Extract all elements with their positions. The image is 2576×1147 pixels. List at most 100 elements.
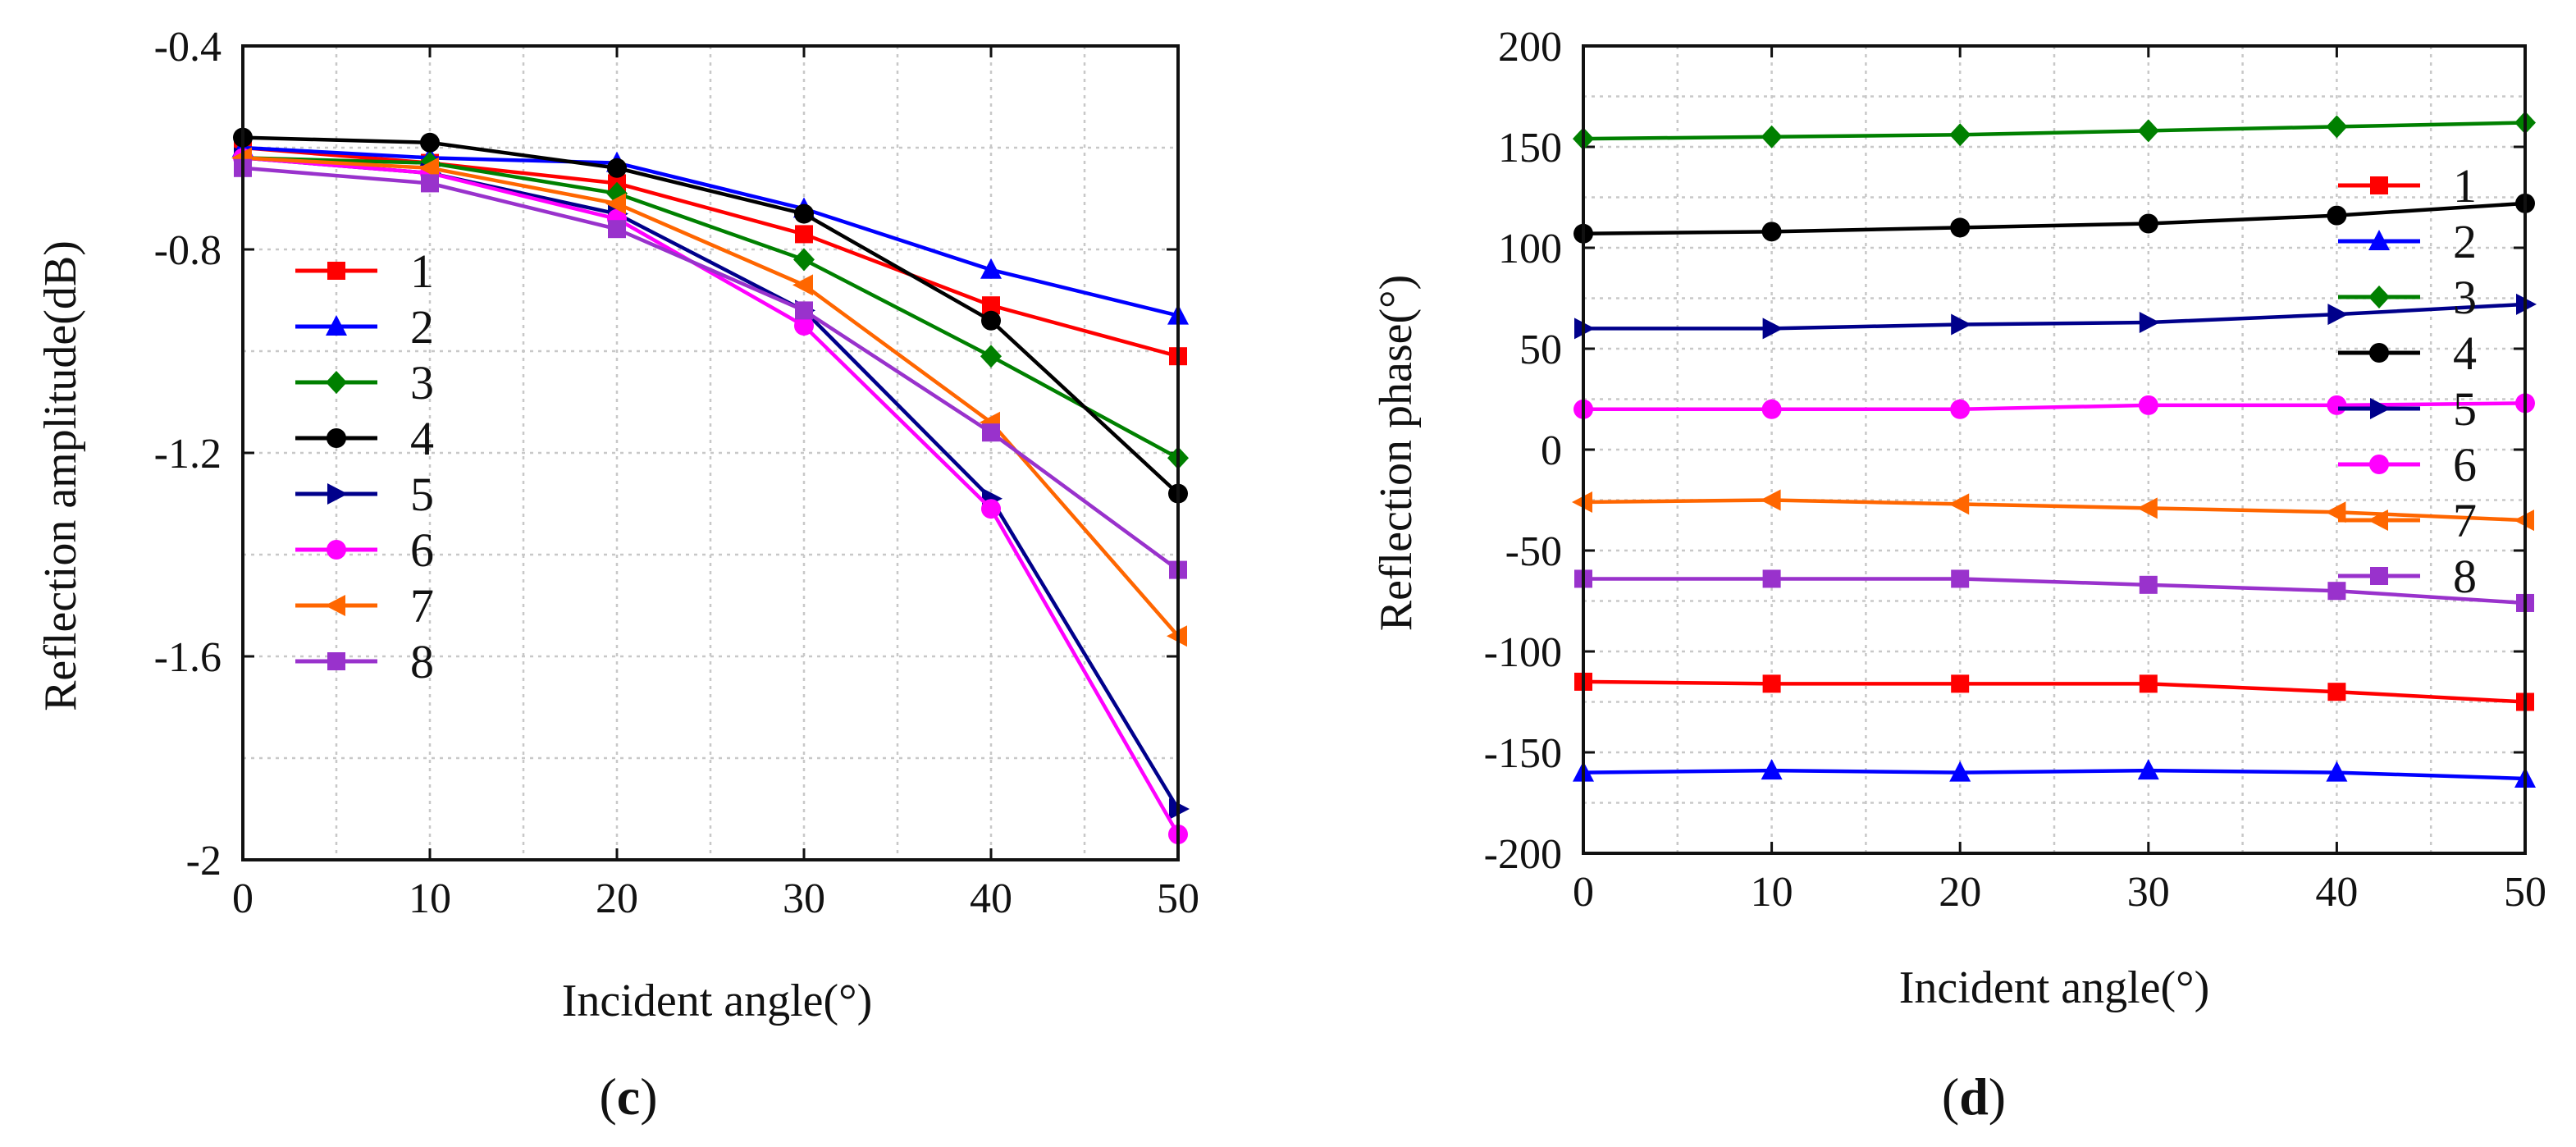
- chart-c-ytick-label: -2: [186, 838, 222, 884]
- chart-d-series-6: [1573, 393, 2535, 419]
- chart-d-series-4: [1573, 193, 2535, 244]
- chart-d-series-7: [1572, 489, 2534, 532]
- chart-c-series-line-6: [242, 156, 1180, 836]
- chart-c-point-8-20: [608, 220, 626, 239]
- chart-d-point-2-20: [1949, 761, 1971, 782]
- chart-d-series-line-3: [1583, 121, 2526, 141]
- chart-c-legend-item-8: 8: [295, 635, 434, 688]
- chart-d-legend-label-4: 4: [2453, 327, 2477, 380]
- chart-d-point-8-10: [1762, 569, 1781, 588]
- chart-d-series-line-4: [1583, 201, 2526, 236]
- chart-c-legend-marker-6: [327, 540, 346, 560]
- chart-d-point-7-30: [2136, 497, 2158, 519]
- chart-d-plot-area: 0 10 20 30 40 50 -200 -150 -100 -50 0 50 100 150 200 12…: [1484, 24, 2546, 916]
- chart-c-legend-item-4: 4: [295, 412, 434, 465]
- chart-d-legend-item-6: 6: [2338, 438, 2477, 491]
- chart-d-point-4-10: [1761, 222, 1782, 242]
- chart-c-legend-item-1: 1: [295, 244, 434, 298]
- chart-d-point-3-10: [1761, 125, 1783, 149]
- chart-d-point-5-40: [2327, 304, 2349, 326]
- chart-d-xlabel: Incident angle(°): [1899, 962, 2209, 1013]
- chart-d-point-7-40: [2325, 501, 2346, 523]
- chart-d-series-line-2: [1583, 768, 2526, 781]
- chart-c-xtick-label: 20: [596, 875, 638, 922]
- chart-d-series-1: [1574, 672, 2534, 711]
- chart-c-legend-marker-8: [327, 652, 345, 670]
- chart-c-legend-label-6: 6: [410, 523, 434, 577]
- chart-d-series-3: [1573, 111, 2536, 151]
- chart-c-ylabel: Reflection amplitude(dB): [35, 240, 86, 711]
- chart-c-series-line-2: [242, 145, 1179, 318]
- chart-c-ytick-label: -0.4: [154, 24, 222, 71]
- chart-d-point-1-20: [1951, 674, 1970, 693]
- chart-panel-d: 0 10 20 30 40 50 -200 -150 -100 -50 0 50 100 150 200 12…: [1371, 24, 2546, 1126]
- chart-c-ytick-label: -0.8: [154, 227, 222, 274]
- chart-d-ytick-label: 150: [1498, 125, 1562, 171]
- chart-c-legend-item-3: 3: [295, 356, 434, 409]
- chart-d-legend-label-5: 5: [2453, 382, 2477, 436]
- chart-d-point-6-40: [2327, 395, 2347, 415]
- chart-d-point-4-40: [2327, 205, 2347, 226]
- chart-d-xtick-label: 20: [1939, 869, 1981, 916]
- chart-d-point-2-40: [2326, 761, 2348, 782]
- chart-c-series-line-7: [242, 156, 1180, 637]
- chart-d-point-4-20: [1950, 217, 1971, 238]
- chart-c-caption: (c): [599, 1067, 657, 1126]
- chart-c-ytick-label: -1.6: [154, 634, 222, 681]
- chart-c-point-7-30: [792, 274, 813, 296]
- chart-d-ytick-label: 50: [1519, 327, 1562, 373]
- chart-c-legend-label-8: 8: [410, 635, 434, 688]
- chart-d-point-1-10: [1762, 674, 1781, 693]
- chart-c-point-8-30: [795, 301, 813, 320]
- chart-d-xtick-label: 40: [2315, 869, 2358, 916]
- chart-c-xtick-label: 40: [970, 875, 1012, 922]
- chart-d-legend-label-6: 6: [2453, 438, 2477, 491]
- chart-d-point-3-30: [2137, 119, 2159, 143]
- chart-c-legend-label-3: 3: [410, 356, 434, 409]
- chart-d-legend-marker-4: [2369, 343, 2389, 363]
- chart-d-legend-marker-2: [2368, 230, 2390, 250]
- chart-c-legend-item-5: 5: [295, 468, 434, 521]
- chart-d-ytick-label: -100: [1484, 629, 1562, 676]
- chart-d-xtick-label: 0: [1573, 869, 1594, 916]
- chart-d-point-5-10: [1762, 318, 1784, 340]
- chart-d-legend-marker-1: [2370, 176, 2388, 194]
- chart-c-point-4-10: [420, 132, 440, 153]
- chart-d-legend-item-5: 5: [2338, 382, 2477, 436]
- chart-d-legend-item-7: 7: [2338, 494, 2477, 547]
- chart-d-xtick-label: 30: [2127, 869, 2170, 916]
- chart-d-point-3-40: [2326, 115, 2348, 139]
- chart-d-caption: (d): [1942, 1067, 2006, 1126]
- chart-c-point-4-30: [794, 203, 814, 224]
- chart-d-point-1-30: [2139, 674, 2158, 693]
- chart-d-legend-item-2: 2: [2338, 215, 2477, 268]
- chart-d-point-8-20: [1951, 569, 1970, 588]
- chart-c-point-3-30: [793, 248, 815, 272]
- chart-d-point-6-30: [2138, 395, 2158, 415]
- chart-c-point-4-40: [981, 310, 1001, 331]
- chart-d-legend-item-4: 4: [2338, 327, 2477, 380]
- chart-d-axes-frame: [1582, 44, 2527, 855]
- chart-c-legend-marker-5: [327, 483, 348, 505]
- chart-d-point-3-20: [1949, 123, 1971, 147]
- chart-d-legend-item-8: 8: [2338, 550, 2477, 603]
- chart-c-legend-marker-4: [327, 428, 346, 448]
- chart-d-ytick-label: -150: [1484, 730, 1562, 777]
- chart-c-xtick-label: 10: [409, 875, 451, 922]
- chart-d-point-7-20: [1948, 493, 1970, 515]
- chart-d-point-4-30: [2138, 213, 2158, 234]
- chart-c-legend-marker-1: [327, 262, 345, 280]
- chart-d-point-8-40: [2327, 582, 2346, 601]
- chart-c-legend-label-4: 4: [410, 412, 434, 465]
- chart-d-point-1-40: [2327, 683, 2346, 701]
- chart-c-point-8-40: [982, 423, 1000, 442]
- chart-d-ytick-label: 0: [1541, 427, 1562, 474]
- chart-c-legend-label-2: 2: [410, 300, 434, 354]
- chart-d-ytick-label: 200: [1498, 24, 1562, 71]
- chart-d-point-6-20: [1950, 399, 1971, 419]
- chart-c-xtick-label: 0: [232, 875, 253, 922]
- chart-c-point-2-40: [980, 258, 1002, 279]
